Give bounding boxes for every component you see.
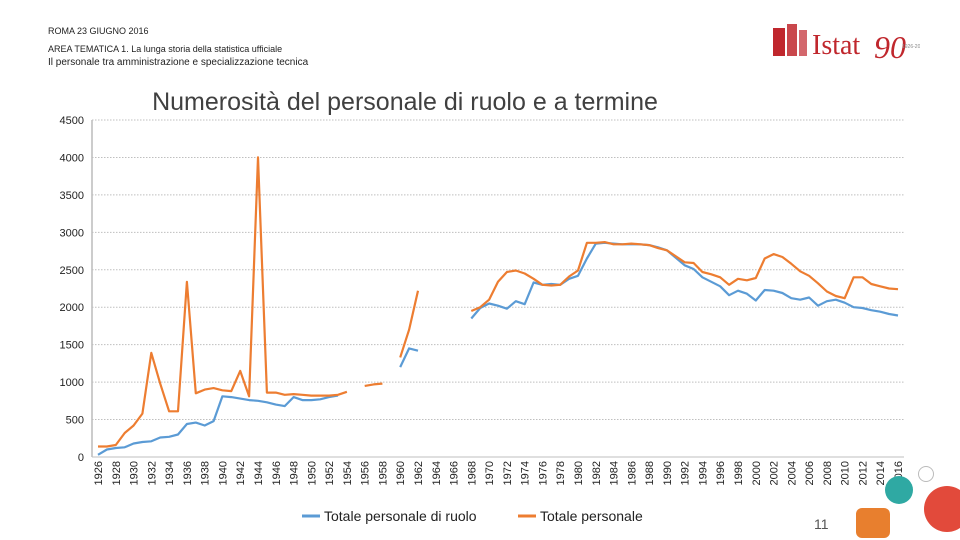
x-tick-label: 1998 xyxy=(733,461,745,485)
x-tick-label: 1982 xyxy=(591,461,603,485)
x-tick-label: 1926 xyxy=(93,461,105,485)
x-tick-label: 1946 xyxy=(271,461,283,485)
decorative-ring xyxy=(918,466,934,482)
x-tick-label: 1972 xyxy=(502,461,514,485)
series-line-ruolo xyxy=(97,394,339,456)
x-tick-label: 1934 xyxy=(164,461,176,485)
y-tick-label: 2000 xyxy=(60,302,84,314)
x-tick-label: 1994 xyxy=(697,461,709,485)
y-tick-label: 3500 xyxy=(60,190,84,202)
x-tick-label: 1970 xyxy=(484,461,496,485)
x-tick-label: 1928 xyxy=(111,461,123,485)
x-tick-label: 1990 xyxy=(662,461,674,485)
x-tick-label: 1956 xyxy=(360,461,372,485)
x-tick-label: 1964 xyxy=(431,461,443,485)
x-tick-label: 1944 xyxy=(253,461,265,485)
x-tick-label: 1978 xyxy=(555,461,567,485)
x-tick-label: 2014 xyxy=(875,461,887,485)
x-tick-label: 2006 xyxy=(804,461,816,485)
x-tick-label: 1988 xyxy=(644,461,656,485)
decorative-badge xyxy=(856,508,890,538)
series-line-totale xyxy=(399,290,420,358)
y-tick-label: 1000 xyxy=(60,377,84,389)
x-tick-label: 2008 xyxy=(822,461,834,485)
logo-block-3 xyxy=(799,30,807,56)
y-axis-ticks: 0 500 1000 1500 2000 2500 3000 3500 4000 4500 xyxy=(60,115,84,464)
x-tick-label: 1932 xyxy=(146,461,158,485)
y-tick-label: 4500 xyxy=(60,115,84,127)
x-tick-label: 2010 xyxy=(840,461,852,485)
x-tick-label: 1962 xyxy=(413,461,425,485)
legend-label-totale: Totale personale xyxy=(540,508,643,524)
y-tick-label: 1500 xyxy=(60,340,84,352)
x-tick-label: 1954 xyxy=(342,461,354,485)
legend-label-ruolo: Totale personale di ruolo xyxy=(324,508,477,524)
x-tick-label: 2002 xyxy=(769,461,781,485)
series-line-totale xyxy=(470,241,899,313)
x-tick-label: 1984 xyxy=(609,461,621,485)
x-tick-label: 1974 xyxy=(520,461,532,485)
decorative-people-icon xyxy=(924,486,960,532)
y-tick-label: 4000 xyxy=(60,152,84,164)
x-tick-label: 1966 xyxy=(449,461,461,485)
x-tick-label: 1986 xyxy=(626,461,638,485)
istat-logo: Istat 90 1926-2016 xyxy=(773,24,920,65)
x-tick-label: 1996 xyxy=(715,461,727,485)
logo-block-2 xyxy=(787,24,797,56)
chart-title: Numerosità del personale di ruolo e a te… xyxy=(152,88,658,116)
logo-text: Istat xyxy=(812,30,860,61)
y-tick-label: 3000 xyxy=(60,227,84,239)
logo-number: 90 xyxy=(874,29,906,65)
x-axis-ticks: 1926 1928 1930 1932 1934 1936 1938 1940 1942 1944… xyxy=(93,461,905,485)
x-tick-label: 2004 xyxy=(786,461,798,485)
x-tick-label: 1942 xyxy=(235,461,247,485)
event-date: ROMA 23 GIUGNO 2016 xyxy=(48,26,149,36)
series-layer xyxy=(97,156,899,456)
y-tick-label: 500 xyxy=(66,415,84,427)
logo-tagline: 1926-2016 xyxy=(902,44,920,50)
x-tick-label: 1936 xyxy=(182,461,194,485)
x-tick-label: 1930 xyxy=(129,461,141,485)
x-tick-label: 1976 xyxy=(537,461,549,485)
thematic-area: AREA TEMATICA 1. La lunga storia della s… xyxy=(48,44,283,54)
series-ruolo xyxy=(97,241,899,456)
series-line-totale xyxy=(364,382,383,387)
x-tick-label: 1952 xyxy=(324,461,336,485)
x-tick-label: 1960 xyxy=(395,461,407,485)
x-tick-label: 2012 xyxy=(857,461,869,485)
x-tick-label: 1992 xyxy=(680,461,692,485)
x-tick-label: 2000 xyxy=(751,461,763,485)
logo-block-1 xyxy=(773,28,785,56)
x-tick-label: 1958 xyxy=(377,461,389,485)
x-tick-label: 1940 xyxy=(217,461,229,485)
series-line-ruolo xyxy=(399,347,419,368)
grid-layer xyxy=(91,119,904,458)
x-tick-label: 1968 xyxy=(466,461,478,485)
x-tick-label: 1980 xyxy=(573,461,585,485)
decorative-teal-circle xyxy=(885,476,913,504)
y-tick-label: 0 xyxy=(78,452,84,464)
x-tick-label: 1938 xyxy=(200,461,212,485)
series-line-totale xyxy=(98,156,348,448)
series-totale xyxy=(98,156,899,448)
section-subtitle: Il personale tra amministrazione e speci… xyxy=(48,57,309,68)
y-tick-label: 2500 xyxy=(60,265,84,277)
x-tick-label: 1950 xyxy=(306,461,318,485)
slide-number: 11 xyxy=(814,516,829,532)
x-tick-label: 1948 xyxy=(289,461,301,485)
legend: Totale personale di ruolo Totale persona… xyxy=(302,508,643,524)
